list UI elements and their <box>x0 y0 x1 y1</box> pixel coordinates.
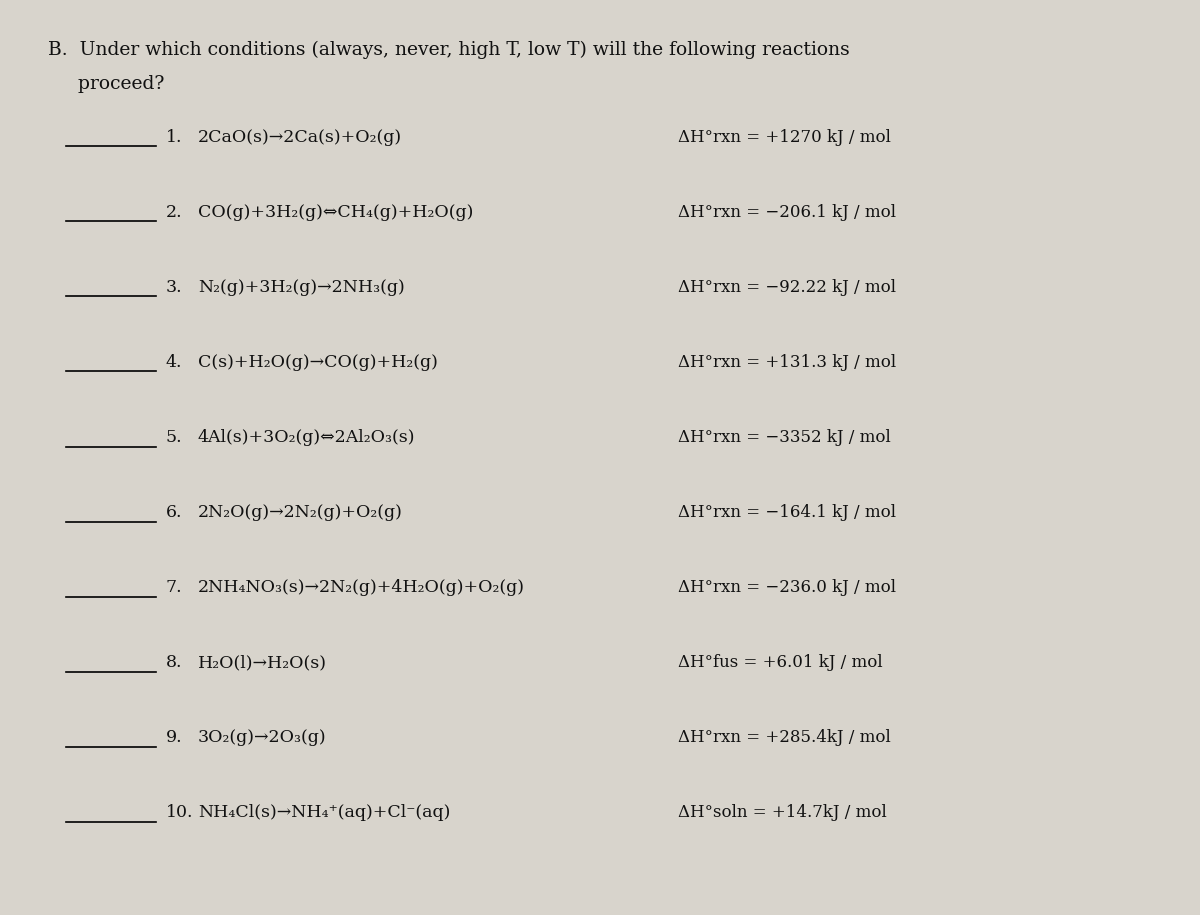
Text: 10.: 10. <box>166 804 193 821</box>
Text: ΔH°soln = +14.7kJ / mol: ΔH°soln = +14.7kJ / mol <box>678 804 887 821</box>
Text: B.  Under which conditions (always, never, high T, low T) will the following rea: B. Under which conditions (always, never… <box>48 41 850 59</box>
Text: 7.: 7. <box>166 579 182 596</box>
Text: 3O₂(g)→2O₃(g): 3O₂(g)→2O₃(g) <box>198 729 326 746</box>
Text: 6.: 6. <box>166 504 182 521</box>
Text: 4.: 4. <box>166 354 182 371</box>
Text: ΔH°rxn = −206.1 kJ / mol: ΔH°rxn = −206.1 kJ / mol <box>678 204 896 221</box>
Text: ΔH°rxn = +1270 kJ / mol: ΔH°rxn = +1270 kJ / mol <box>678 129 890 145</box>
Text: ΔH°fus = +6.01 kJ / mol: ΔH°fus = +6.01 kJ / mol <box>678 654 883 671</box>
Text: 4Al(s)+3O₂(g)⇔2Al₂O₃(s): 4Al(s)+3O₂(g)⇔2Al₂O₃(s) <box>198 429 415 446</box>
Text: ΔH°rxn = −3352 kJ / mol: ΔH°rxn = −3352 kJ / mol <box>678 429 890 446</box>
Text: ΔH°rxn = +131.3 kJ / mol: ΔH°rxn = +131.3 kJ / mol <box>678 354 896 371</box>
Text: C(s)+H₂O(g)→CO(g)+H₂(g): C(s)+H₂O(g)→CO(g)+H₂(g) <box>198 354 438 371</box>
Text: ΔH°rxn = +285.4kJ / mol: ΔH°rxn = +285.4kJ / mol <box>678 729 890 746</box>
Text: H₂O(l)→H₂O(s): H₂O(l)→H₂O(s) <box>198 654 326 671</box>
Text: NH₄Cl(s)→NH₄⁺(aq)+Cl⁻(aq): NH₄Cl(s)→NH₄⁺(aq)+Cl⁻(aq) <box>198 804 450 821</box>
Text: 2N₂O(g)→2N₂(g)+O₂(g): 2N₂O(g)→2N₂(g)+O₂(g) <box>198 504 403 521</box>
Text: ΔH°rxn = −236.0 kJ / mol: ΔH°rxn = −236.0 kJ / mol <box>678 579 896 596</box>
Text: ΔH°rxn = −92.22 kJ / mol: ΔH°rxn = −92.22 kJ / mol <box>678 279 896 296</box>
Text: 9.: 9. <box>166 729 182 746</box>
Text: CO(g)+3H₂(g)⇔CH₄(g)+H₂O(g): CO(g)+3H₂(g)⇔CH₄(g)+H₂O(g) <box>198 204 473 221</box>
Text: proceed?: proceed? <box>48 75 164 93</box>
Text: ΔH°rxn = −164.1 kJ / mol: ΔH°rxn = −164.1 kJ / mol <box>678 504 896 521</box>
Text: N₂(g)+3H₂(g)→2NH₃(g): N₂(g)+3H₂(g)→2NH₃(g) <box>198 279 404 296</box>
Text: 3.: 3. <box>166 279 182 296</box>
Text: 5.: 5. <box>166 429 182 446</box>
Text: 2NH₄NO₃(s)→2N₂(g)+4H₂O(g)+O₂(g): 2NH₄NO₃(s)→2N₂(g)+4H₂O(g)+O₂(g) <box>198 579 526 596</box>
Text: 1.: 1. <box>166 129 182 145</box>
Text: 8.: 8. <box>166 654 182 671</box>
Text: 2CaO(s)→2Ca(s)+O₂(g): 2CaO(s)→2Ca(s)+O₂(g) <box>198 129 402 145</box>
Text: 2.: 2. <box>166 204 182 221</box>
